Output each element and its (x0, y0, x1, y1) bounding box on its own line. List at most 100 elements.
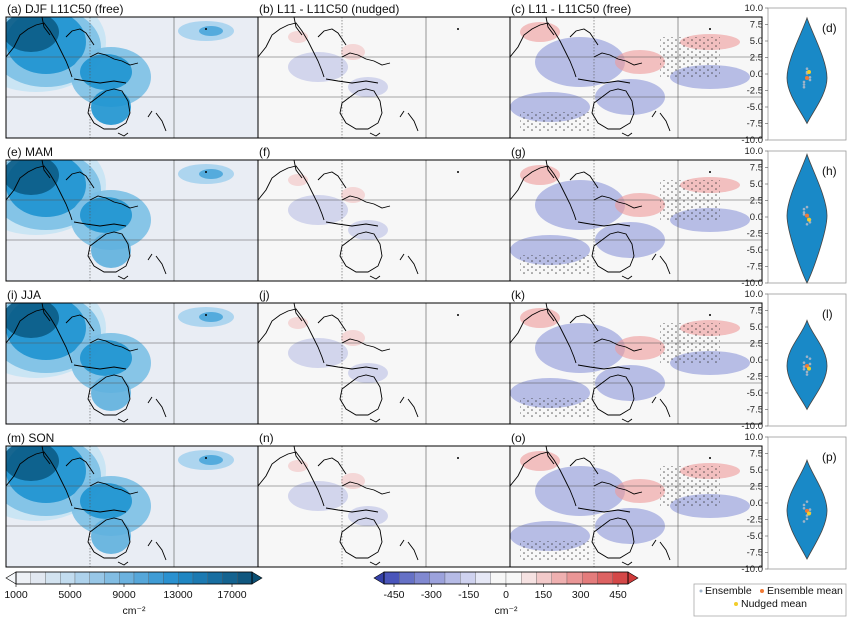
ytick-label: 2.5 (750, 482, 763, 493)
legend-ensemble-mean: Ensemble mean (767, 585, 843, 597)
ytick-label: 2.5 (750, 339, 763, 350)
ytick-label: 5.0 (750, 179, 763, 190)
ytick-label: -2.5 (747, 229, 763, 240)
ytick-label: 0.0 (750, 69, 763, 80)
map-panel-r0-c2 (509, 16, 763, 139)
legend-ensemble-marker (699, 589, 703, 593)
map-panel-r2-c2 (509, 302, 763, 425)
ytick-label: -10.0 (741, 278, 763, 289)
ytick-label: 5.0 (750, 322, 763, 333)
ytick-label: -7.5 (747, 119, 763, 130)
colorbar-diverging: -450 -300 -150 0 150 300 450 cm⁻² (373, 571, 639, 617)
ytick-label: -10.0 (741, 421, 763, 432)
panel-title-r2-c0: (i) JJA (7, 288, 41, 302)
legend-nudged-mean-marker (734, 602, 738, 606)
violin-panel-label: (d) (822, 21, 837, 35)
legend-ensemble-mean-marker (760, 589, 764, 593)
ytick-label: 10.0 (745, 3, 764, 14)
map-panel-r1-c0 (5, 159, 259, 282)
ytick-label: 0.0 (750, 212, 763, 223)
map-panels: (a) DJF L11C50 (free) (b) L11 - L11C50 (n… (5, 2, 763, 568)
ytick-label: -5.0 (747, 102, 763, 113)
panel-title-r2-c1: (j) (259, 288, 270, 302)
ytick-label: 5.0 (750, 36, 763, 47)
ensemble-point (802, 213, 806, 216)
ensemble-point (805, 205, 809, 209)
colorbar-tick-label: 17000 (217, 589, 246, 601)
ytick-label: 7.5 (750, 449, 763, 460)
nudged-mean-point (807, 70, 811, 75)
colorbar-tick-label: 450 (609, 589, 627, 601)
violin-panel-1: 10.0 7.5 5.0 2.5 0.0 -2.5 -5.0 -7.5 -10.0 (h) (741, 146, 847, 289)
ensemble-point (802, 503, 806, 507)
ytick-label: -5.0 (747, 388, 763, 399)
ytick-label: -7.5 (747, 405, 763, 416)
colorbar-tick-label: 300 (572, 589, 590, 601)
ytick-label: -2.5 (747, 515, 763, 526)
ensemble-point (802, 367, 806, 371)
panel-title-r1-c2: (g) (511, 145, 526, 159)
ensemble-point (805, 373, 809, 376)
violin-panel-label: (l) (822, 307, 833, 321)
ytick-label: -10.0 (741, 135, 763, 146)
colorbar-tick-label: -300 (421, 589, 442, 601)
map-panel-r3-c0 (5, 445, 259, 568)
ensemble-point (808, 220, 812, 224)
ensemble-point (802, 207, 806, 211)
ensemble-point (802, 83, 806, 86)
ytick-label: 10.0 (745, 289, 764, 300)
ytick-label: 7.5 (750, 163, 763, 174)
violin-panel-3: 10.0 7.5 5.0 2.5 0.0 -2.5 -5.0 -7.5 -10.0 (p) (741, 432, 847, 575)
ytick-label: 2.5 (750, 53, 763, 64)
ytick-label: 10.0 (745, 432, 764, 443)
map-panel-r2-c0 (5, 302, 259, 425)
ytick-label: -2.5 (747, 372, 763, 383)
violin-panel-label: (p) (822, 450, 837, 464)
colorbar-unit: cm⁻² (494, 605, 518, 617)
colorbar-tick-label: 13000 (163, 589, 192, 601)
map-panel-r3-c2 (509, 445, 763, 568)
panel-title-r1-c1: (f) (259, 145, 270, 159)
legend-nudged-mean: Nudged mean (741, 598, 807, 610)
ytick-label: -7.5 (747, 548, 763, 559)
ensemble-point (802, 85, 806, 89)
ytick-label: -2.5 (747, 86, 763, 97)
panel-title-r3-c0: (m) SON (7, 431, 54, 445)
map-panel-r0-c1 (257, 16, 511, 139)
colorbar-tick-label: 150 (535, 589, 553, 601)
nudged-mean-point (807, 217, 811, 222)
colorbar-sequential: 1000 5000 9000 13000 17000 cm⁻² (4, 571, 263, 617)
ensemble-point (802, 80, 806, 84)
colorbar-tick-label: -450 (383, 589, 404, 601)
violin-panels: 10.0 7.5 5.0 2.5 0.0 -2.5 -5.0 -7.5 -10.0 (d) 10.0… (741, 3, 847, 575)
ytick-label: -5.0 (747, 245, 763, 256)
ensemble-point (805, 500, 809, 503)
panel-title-r0-c2: (c) L11 - L11C50 (free) (511, 2, 631, 16)
violin-panel-2: 10.0 7.5 5.0 2.5 0.0 -2.5 -5.0 -7.5 -10.0 (l) (741, 289, 847, 432)
map-panel-r1-c2 (509, 159, 763, 282)
panel-title-r1-c0: (e) MAM (7, 145, 53, 159)
ensemble-point (808, 357, 812, 360)
ytick-label: 7.5 (750, 306, 763, 317)
ytick-label: 2.5 (750, 196, 763, 207)
panel-title-r3-c2: (o) (511, 431, 526, 445)
colorbars: 1000 5000 9000 13000 17000 cm⁻² -450 -300 -150 0 1… (4, 571, 639, 617)
violin-panel-label: (h) (822, 164, 837, 178)
ensemble-point (805, 370, 809, 374)
ensemble-point (805, 222, 809, 226)
colorbar-tick-label: 1000 (4, 589, 28, 601)
ensemble-point (808, 78, 812, 82)
colorbar-tick-label: 5000 (58, 589, 82, 601)
violin-body (786, 153, 828, 284)
map-panel-r1-c1 (257, 159, 511, 282)
legend-ensemble: Ensemble (705, 585, 752, 597)
ensemble-point (805, 517, 809, 521)
ensemble-point (802, 506, 806, 510)
ensemble-point (802, 361, 806, 364)
colorbar-unit: cm⁻² (122, 605, 146, 617)
ensemble-point (802, 365, 806, 368)
ensemble-point (802, 211, 806, 214)
ensemble-point (805, 355, 809, 359)
panel-title-r0-c0: (a) DJF L11C50 (free) (7, 2, 123, 16)
